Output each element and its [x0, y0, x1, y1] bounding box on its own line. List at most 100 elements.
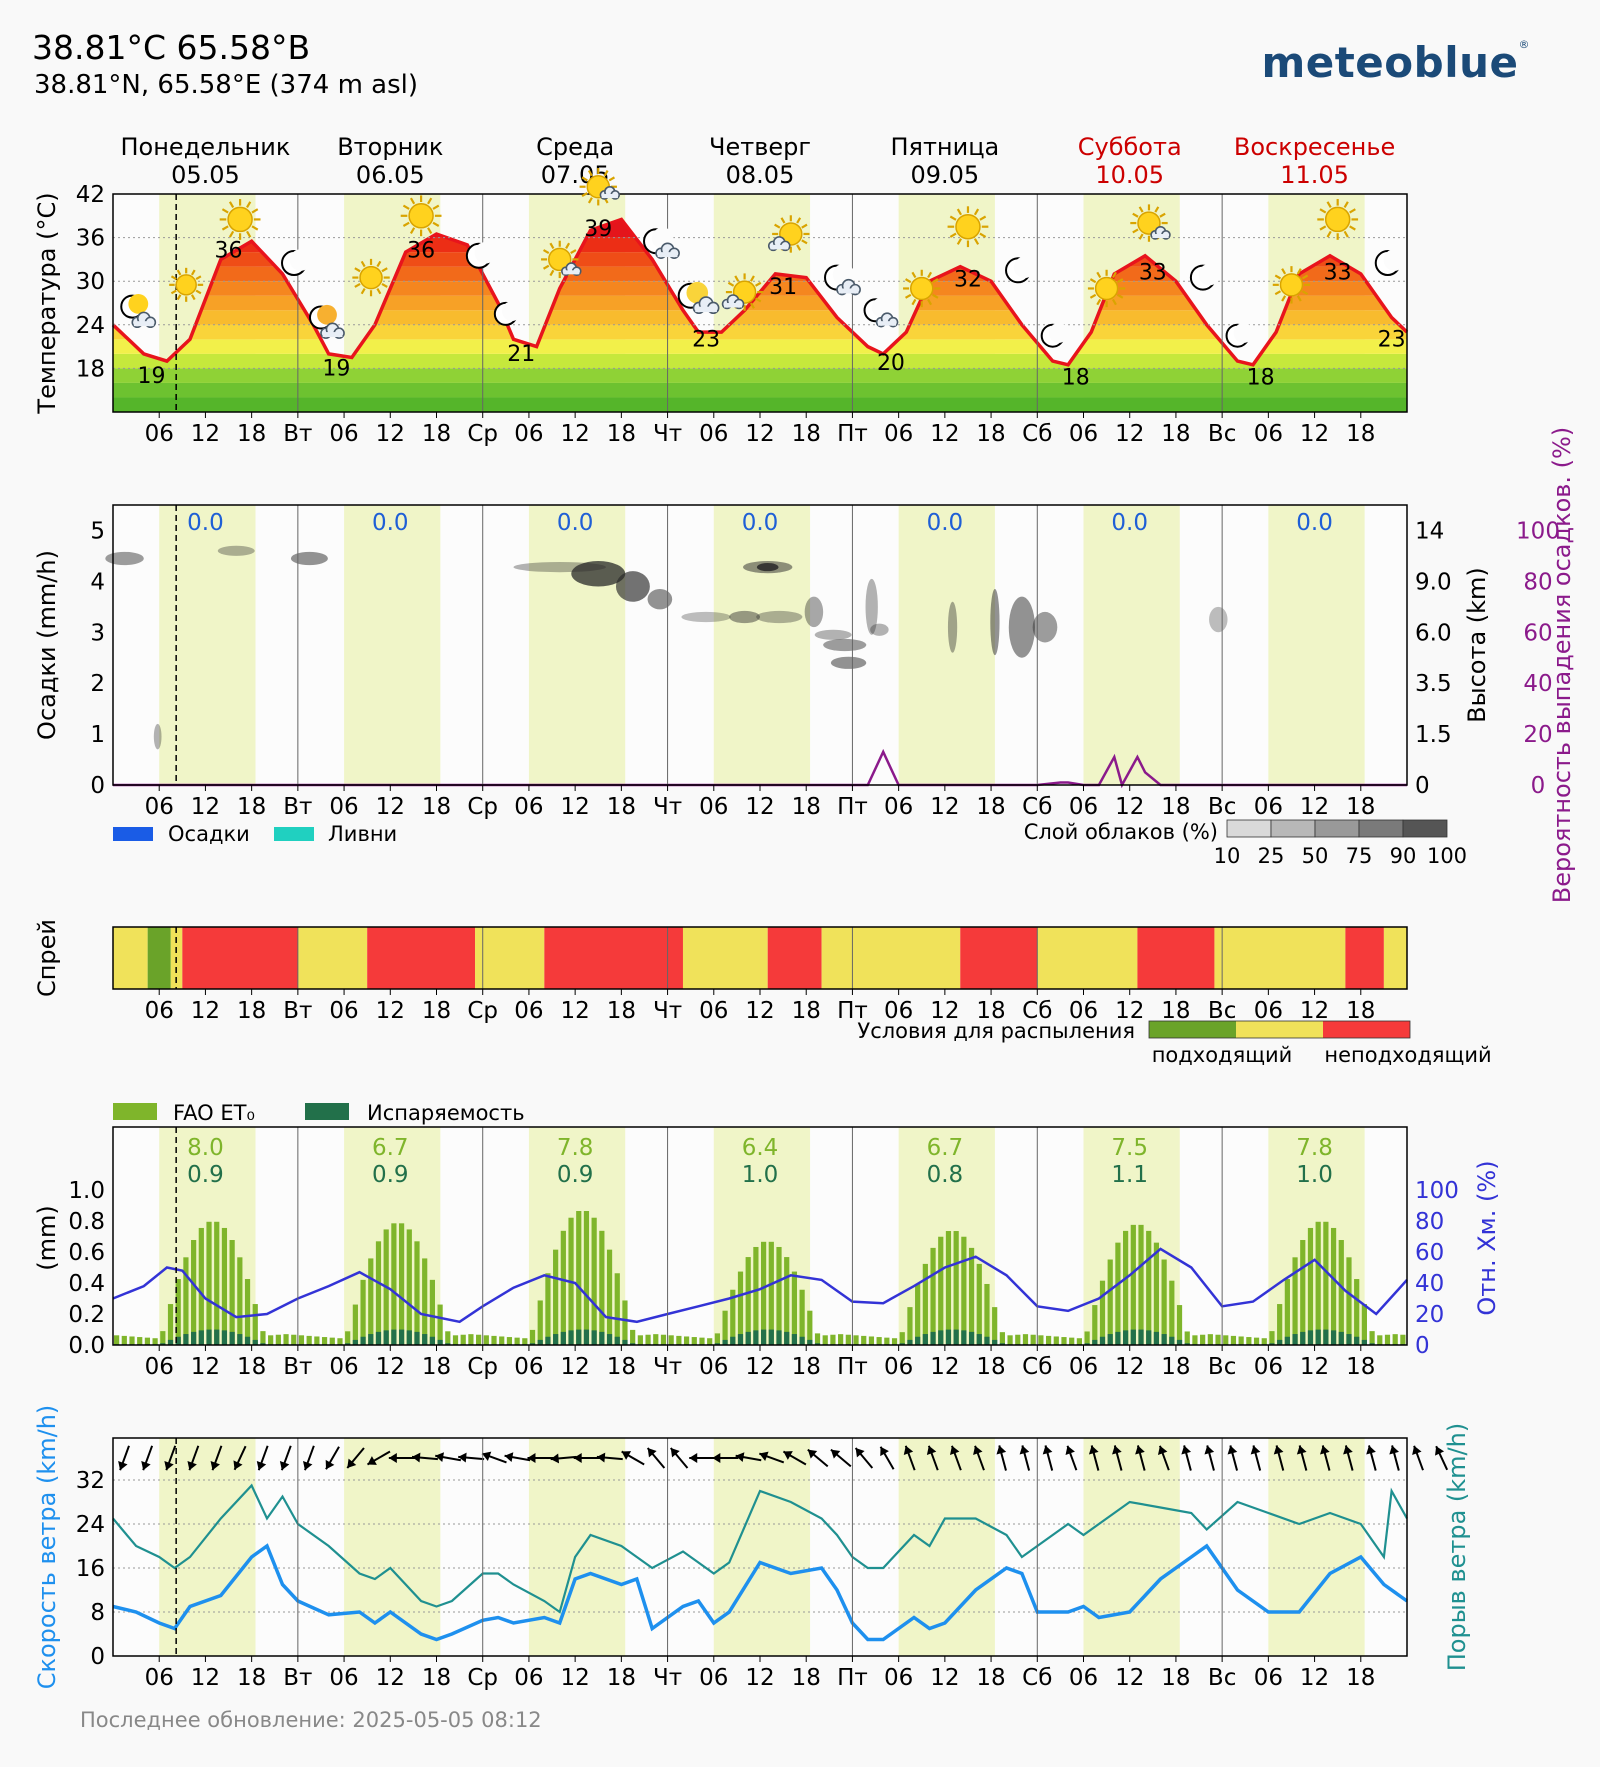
spray-x-tick-label: Вс — [1208, 998, 1236, 1024]
evaporation-bar — [1361, 1339, 1367, 1345]
precipitation-x-tick-label: 12 — [1115, 794, 1144, 820]
evaporation-bar — [1330, 1330, 1337, 1345]
temperature-max-label: 36 — [407, 239, 435, 264]
sun-disc — [408, 203, 434, 229]
fao-bar — [822, 1335, 828, 1345]
evaporation-bar — [591, 1330, 597, 1345]
fao-bar — [1315, 1221, 1321, 1345]
wind-daylight-band — [159, 1438, 256, 1656]
wind-direction-arrow — [735, 1452, 762, 1463]
sun-ray — [246, 201, 252, 209]
evaporation-bar — [730, 1336, 736, 1345]
sun-ray — [949, 215, 957, 221]
wind-direction-arrow — [596, 1452, 623, 1463]
fao-bar — [206, 1221, 212, 1345]
fao-bar — [1038, 1335, 1044, 1345]
fao-bar — [229, 1240, 235, 1345]
fao-bar — [930, 1247, 936, 1345]
cloud-legend-tick: 75 — [1346, 844, 1373, 868]
evaporation-bar — [383, 1330, 389, 1345]
sun-ray — [1117, 293, 1124, 299]
fao-bar — [891, 1338, 898, 1345]
spray-x-tick-label: 18 — [607, 998, 636, 1024]
wind-direction-arrow — [1112, 1445, 1123, 1471]
wind-arrow-head — [482, 1451, 492, 1461]
daily-evaporation-total: 0.9 — [557, 1162, 594, 1188]
wind-direction-arrow — [1042, 1445, 1054, 1471]
evaporation-bar — [1369, 1343, 1375, 1345]
fao-bar — [753, 1246, 759, 1345]
humidity-axis-tick: 20 — [1415, 1302, 1444, 1328]
spray-x-tick-label: 18 — [976, 998, 1005, 1024]
temperature-y-tick: 36 — [76, 226, 105, 252]
fao-bar — [838, 1334, 844, 1345]
cloud-base — [133, 321, 154, 327]
wind-arrow-head — [1065, 1445, 1075, 1456]
wind-arrow-head — [735, 1452, 745, 1463]
spray-x-tick-label: 18 — [1161, 998, 1190, 1024]
sun-ray — [432, 221, 440, 227]
fao-bar — [599, 1230, 605, 1345]
daily-fao-total: 7.8 — [557, 1135, 594, 1161]
cloud-layer-patch — [870, 623, 889, 636]
evaporation-bar — [922, 1334, 928, 1345]
evaporation-bar — [776, 1330, 782, 1345]
evaporation-bar — [360, 1336, 366, 1345]
fao-bar — [1261, 1338, 1267, 1345]
wind-arrow-head — [187, 1460, 197, 1471]
fao-bar — [807, 1310, 813, 1345]
day-name-2: Среда — [536, 133, 614, 161]
sun-ray — [565, 242, 571, 249]
sun-ray — [603, 169, 609, 177]
moon-icon — [1374, 249, 1406, 277]
precipitation-y-tick: 0 — [90, 773, 105, 799]
evaporation-bar — [630, 1343, 636, 1345]
fao-bar — [845, 1334, 851, 1345]
fao-bar — [737, 1271, 744, 1345]
wind-direction-arrow — [689, 1453, 716, 1463]
et-y-label: (mm) — [33, 1205, 61, 1270]
wind-arrow-head — [1296, 1445, 1307, 1455]
spray-segment-mid — [1037, 927, 1138, 989]
sun-ray — [905, 278, 912, 284]
cloud-base — [695, 306, 717, 313]
wind-direction-arrow — [388, 1453, 415, 1463]
spray-x-tick-label: 18 — [1346, 998, 1375, 1024]
spray-legend-bad — [1323, 1021, 1410, 1038]
sun-ray — [780, 217, 786, 224]
fao-bar — [314, 1336, 320, 1345]
temperature-band — [113, 368, 1407, 383]
evaporation-bar — [1084, 1343, 1090, 1345]
fao-bar — [876, 1337, 882, 1345]
wind-x-tick-label: 18 — [792, 1665, 821, 1691]
temperature-min-label: 18 — [1247, 365, 1275, 390]
wind-arrow-head — [973, 1445, 983, 1456]
precipitation-daylight-band — [713, 505, 811, 785]
temperature-x-tick-label: 12 — [376, 421, 405, 447]
wind-x-tick-label: 12 — [1115, 1665, 1144, 1691]
fao-bar — [1138, 1224, 1144, 1345]
sun-ray — [796, 217, 802, 224]
day-date-3: 08.05 — [726, 161, 795, 189]
wind-direction-arrow — [712, 1453, 739, 1463]
fao-bar — [660, 1334, 667, 1345]
fao-bar — [321, 1337, 328, 1345]
evapotranspiration-x-tick-label: 12 — [745, 1354, 774, 1380]
wind-arrow-head — [325, 1459, 335, 1470]
temperature-max-label: 32 — [954, 268, 982, 293]
temperature-y-tick: 18 — [76, 356, 105, 382]
wind-direction-arrow — [141, 1445, 154, 1471]
spray-segment-bad — [1345, 927, 1384, 989]
wind-arrow-head — [347, 1458, 357, 1468]
wind-daylight-band — [1268, 1438, 1365, 1656]
brand-logo[interactable]: meteoblue® — [1261, 38, 1530, 87]
wind-direction-arrow — [550, 1453, 577, 1464]
sun-ray — [381, 267, 388, 273]
et-y-tick: 0.8 — [68, 1209, 105, 1235]
spray-segment-bad — [767, 927, 822, 989]
cloud-legend-swatch — [1314, 819, 1360, 838]
temperature-max-label: 36 — [215, 239, 243, 264]
sun-ray — [1138, 206, 1144, 213]
sun-ray — [1132, 212, 1139, 218]
evaporation-bar — [391, 1329, 397, 1345]
